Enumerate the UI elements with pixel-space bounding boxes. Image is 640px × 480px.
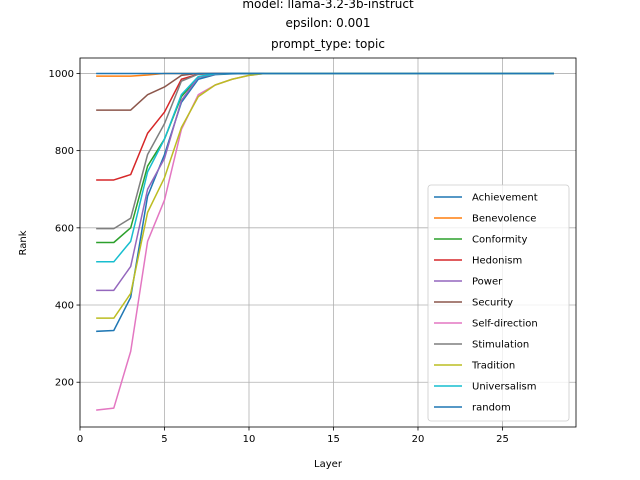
legend-label-achievement: Achievement xyxy=(472,193,538,204)
legend-label-tradition: Tradition xyxy=(471,361,515,372)
x-tick-label: 10 xyxy=(243,434,256,445)
legend: Achievement Benevolence Conformity Hedonism… xyxy=(427,184,570,422)
series-lines xyxy=(96,72,554,411)
legend-label-random: random xyxy=(472,403,511,414)
y-tick-label: 600 xyxy=(55,223,74,234)
axis-ticks: 0 5 10 15 20 25 200 400 600 800 1000 xyxy=(49,69,509,445)
chart-title-line-epsilon: epsilon: 0.001 xyxy=(285,16,370,30)
series-line-security xyxy=(96,72,554,111)
plot-frame xyxy=(79,57,577,428)
legend-label-stimulation: Stimulation xyxy=(472,340,529,351)
chart-title-line-model: model: llama-3.2-3b-instruct xyxy=(242,0,414,11)
legend-label-power: Power xyxy=(472,277,503,288)
x-axis-label: Layer xyxy=(314,459,343,470)
y-tick-label: 200 xyxy=(55,378,74,389)
chart-title-line-prompt-type: prompt_type: topic xyxy=(271,37,385,51)
legend-box xyxy=(427,184,570,422)
x-tick-label: 15 xyxy=(327,434,340,445)
legend-label-benevolence: Benevolence xyxy=(472,214,536,225)
y-tick-label: 800 xyxy=(55,146,74,157)
x-tick-label: 25 xyxy=(496,434,509,445)
legend-label-hedonism: Hedonism xyxy=(472,256,522,267)
legend-label-universalism: Universalism xyxy=(472,382,536,393)
x-tick-label: 5 xyxy=(161,434,167,445)
y-tick-label: 400 xyxy=(55,301,74,312)
legend-label-security: Security xyxy=(472,298,513,309)
legend-label-conformity: Conformity xyxy=(472,235,527,246)
y-tick-label: 1000 xyxy=(49,69,74,80)
legend-label-self-direction: Self-direction xyxy=(472,319,538,330)
series-line-hedonism xyxy=(96,72,554,181)
y-axis-label: Rank xyxy=(18,230,29,255)
x-tick-label: 20 xyxy=(412,434,425,445)
x-tick-label: 0 xyxy=(77,434,83,445)
